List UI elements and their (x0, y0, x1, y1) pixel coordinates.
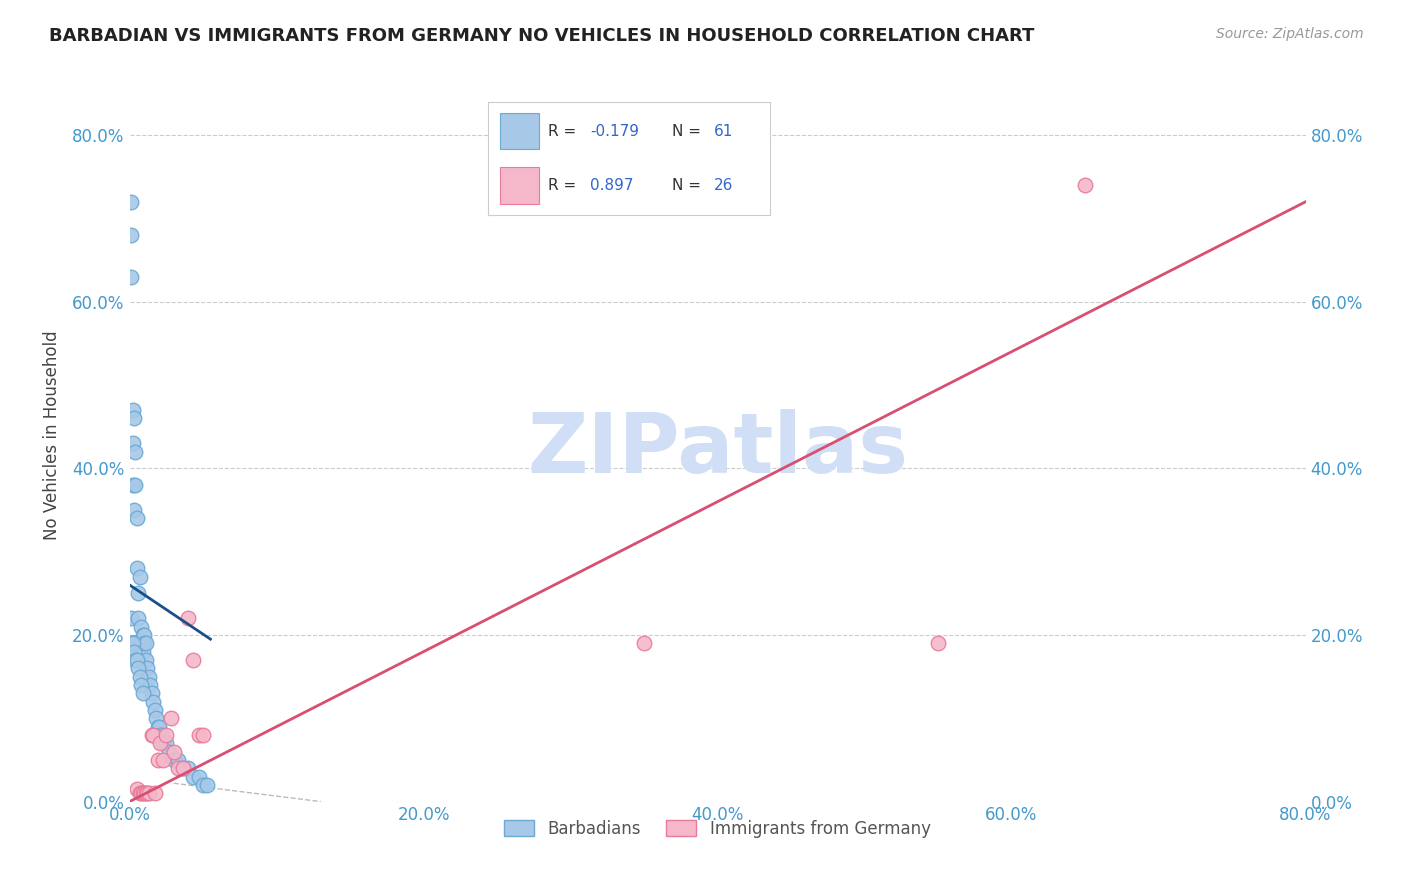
Point (131, 620, 153, 634)
Point (141, 728, 163, 742)
Point (128, 636, 150, 650)
Point (125, 511, 148, 525)
Point (127, 611, 149, 625)
Point (135, 636, 157, 650)
Point (132, 645, 155, 659)
Point (633, 636, 655, 650)
Point (143, 703, 166, 717)
Point (187, 770, 209, 784)
Point (142, 728, 165, 742)
Text: Source: ZipAtlas.com: Source: ZipAtlas.com (1216, 27, 1364, 41)
Point (167, 761, 190, 775)
Point (121, 636, 143, 650)
Point (1074, 178, 1097, 193)
Point (181, 653, 204, 667)
Point (191, 728, 214, 742)
Point (181, 770, 204, 784)
Point (157, 745, 180, 759)
Point (122, 645, 145, 659)
Point (149, 736, 172, 750)
Point (135, 786, 157, 800)
Point (134, 786, 156, 800)
Point (120, 269, 142, 284)
Point (145, 711, 167, 725)
Point (121, 436, 143, 450)
Point (122, 411, 145, 425)
Point (121, 403, 143, 417)
Point (187, 728, 209, 742)
Point (148, 720, 170, 734)
Point (177, 611, 200, 625)
Point (131, 678, 153, 692)
Point (136, 661, 159, 675)
Point (132, 786, 155, 800)
Point (122, 503, 145, 517)
Point (124, 636, 146, 650)
Point (124, 444, 146, 458)
Y-axis label: No Vehicles in Household: No Vehicles in Household (44, 330, 60, 540)
Point (132, 686, 155, 700)
Point (120, 194, 142, 209)
Point (146, 753, 169, 767)
Point (197, 778, 219, 792)
Point (131, 786, 153, 800)
Point (155, 728, 177, 742)
Point (128, 786, 150, 800)
Point (167, 753, 190, 767)
Point (141, 686, 163, 700)
Text: ZIPatlas: ZIPatlas (527, 409, 908, 491)
Point (132, 628, 155, 642)
Point (152, 736, 174, 750)
Point (120, 228, 142, 243)
Text: BARBADIAN VS IMMIGRANTS FROM GERMANY NO VEHICLES IN HOUSEHOLD CORRELATION CHART: BARBADIAN VS IMMIGRANTS FROM GERMANY NO … (49, 27, 1035, 45)
Point (135, 653, 157, 667)
Point (163, 745, 186, 759)
Point (136, 786, 159, 800)
Point (159, 711, 181, 725)
Point (142, 695, 165, 709)
Point (172, 761, 194, 775)
Point (127, 661, 149, 675)
Point (125, 782, 148, 797)
Point (127, 586, 149, 600)
Point (155, 736, 177, 750)
Point (172, 761, 194, 775)
Point (124, 653, 146, 667)
Point (128, 670, 150, 684)
Point (122, 636, 145, 650)
Point (125, 653, 148, 667)
Point (131, 636, 153, 650)
Point (138, 670, 160, 684)
Point (152, 753, 174, 767)
Point (121, 636, 143, 650)
Point (150, 728, 173, 742)
Point (927, 636, 949, 650)
Point (177, 761, 200, 775)
Point (124, 478, 146, 492)
Point (120, 636, 142, 650)
Point (139, 678, 162, 692)
Point (125, 636, 148, 650)
Point (143, 786, 166, 800)
Point (191, 778, 214, 792)
Point (120, 636, 142, 650)
Point (128, 569, 150, 583)
Point (163, 753, 186, 767)
Point (134, 628, 156, 642)
Point (120, 611, 142, 625)
Point (125, 561, 148, 575)
Point (138, 786, 160, 800)
Point (121, 478, 143, 492)
Legend: Barbadians, Immigrants from Germany: Barbadians, Immigrants from Germany (498, 814, 938, 845)
Point (146, 720, 169, 734)
Point (134, 636, 156, 650)
Point (149, 728, 172, 742)
